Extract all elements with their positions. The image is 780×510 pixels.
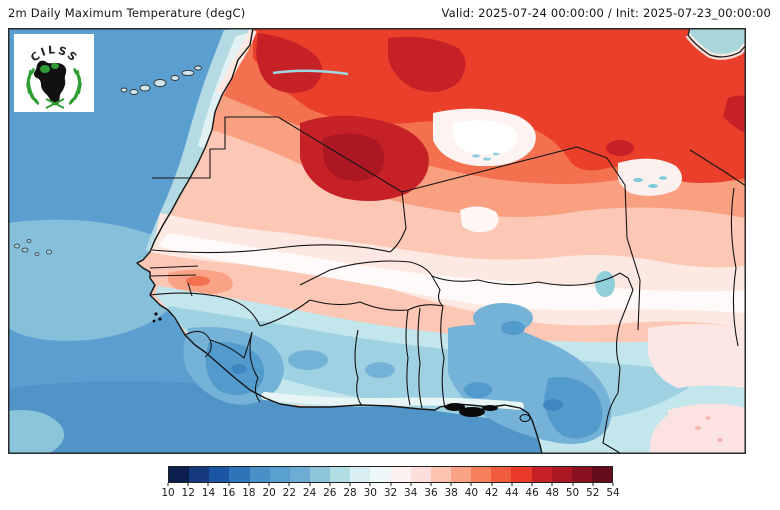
africa-silhouette	[33, 60, 67, 106]
colorbar-tick-label: 54	[606, 487, 620, 499]
validity-timestamp: Valid: 2025-07-24 00:00:00 / Init: 2025-…	[441, 6, 771, 20]
colorbar-tick-label: 22	[282, 487, 297, 499]
wreath	[26, 68, 82, 109]
bioko-island	[519, 414, 531, 422]
colorbar-tick-label: 20	[262, 487, 276, 499]
colorbar-tick-mark	[410, 483, 412, 486]
colorbar-segment	[330, 467, 351, 482]
colorbar-segment	[309, 467, 331, 482]
coastal-lagoons	[152, 312, 498, 417]
colorbar: 10 12 14 16 18 20 22 24 26 28 30 32 34 36 38 40 42 44 46 48…	[161, 466, 620, 510]
canary-islands	[120, 65, 202, 95]
colorbar-tick-mark	[349, 483, 351, 486]
colorbar-tick-mark	[288, 483, 290, 486]
colorbar-tick-mark	[167, 483, 169, 486]
colorbar-tick-label: 30	[363, 487, 377, 499]
colorbar-tick-mark	[572, 483, 574, 486]
colorbar-segment	[410, 467, 431, 482]
colorbar-segment	[551, 467, 572, 482]
colorbar-segment	[491, 467, 512, 482]
colorbar-tick-label: 38	[444, 487, 458, 499]
colorbar-segment	[370, 467, 391, 482]
colorbar-segment	[189, 467, 210, 482]
colorbar-tick-mark	[491, 483, 493, 486]
colorbar-segment	[169, 467, 190, 482]
colorbar-segment	[471, 467, 492, 482]
colorbar-segment	[249, 467, 270, 482]
colorbar-segment	[350, 467, 371, 482]
colorbar-tick-label: 16	[221, 487, 236, 499]
colorbar-segment	[511, 467, 532, 482]
colorbar-tick-mark	[207, 483, 209, 486]
colorbar-segments	[168, 466, 613, 483]
svg-text:CILSS: CILSS	[28, 43, 81, 65]
map-area: CILSS	[8, 28, 746, 454]
colorbar-segment	[591, 467, 613, 482]
colorbar-tick-mark	[309, 483, 311, 486]
colorbar-tick-label: 34	[404, 487, 418, 499]
colorbar-tick-mark	[531, 483, 533, 486]
colorbar-tick-label: 36	[424, 487, 438, 499]
map-title: 2m Daily Maximum Temperature (degC)	[8, 6, 246, 20]
colorbar-segment	[571, 467, 592, 482]
colorbar-tick-mark	[430, 483, 432, 486]
colorbar-segment	[289, 467, 310, 482]
map-border-frame	[8, 28, 746, 454]
colorbar-tick-mark	[551, 483, 553, 486]
colorbar-tick-label: 46	[525, 487, 539, 499]
colorbar-tick-label: 28	[343, 487, 357, 499]
cape-verde-islands	[14, 239, 52, 256]
colorbar-tick-mark	[248, 483, 250, 486]
mediterranean-inlet	[685, 28, 746, 60]
colorbar-tick-label: 40	[464, 487, 479, 499]
colorbar-tick-label: 24	[302, 487, 317, 499]
colorbar-tick-mark	[268, 483, 270, 486]
colorbar-tick-label: 26	[323, 487, 337, 499]
country-borders	[149, 116, 746, 454]
colorbar-tick-mark	[329, 483, 331, 486]
temperature-map: CILSS	[8, 28, 746, 454]
colorbar-tick-label: 12	[181, 487, 195, 499]
colorbar-tick-label: 42	[484, 487, 499, 499]
cilss-logo: CILSS	[14, 34, 94, 112]
colorbar-segment	[430, 467, 451, 482]
colorbar-segment	[450, 467, 472, 482]
colorbar-tick-mark	[187, 483, 189, 486]
colorbar-tick-mark	[450, 483, 452, 486]
colorbar-segment	[269, 467, 290, 482]
colorbar-tick-mark	[470, 483, 472, 486]
colorbar-tick-mark	[228, 483, 230, 486]
colorbar-tick-label: 10	[161, 487, 175, 499]
colorbar-tick-mark	[511, 483, 513, 486]
colorbar-tick-label: 52	[586, 487, 600, 499]
colorbar-tick-mark	[592, 483, 594, 486]
colorbar-segment	[531, 467, 552, 482]
colorbar-ticks: 10 12 14 16 18 20 22 24 26 28 30 32 34 36 38 40 42 44 46 48…	[161, 483, 620, 507]
logo-text: CILSS	[28, 43, 79, 65]
colorbar-segment	[229, 467, 250, 482]
colorbar-segment	[209, 467, 230, 482]
colorbar-tick-mark	[612, 483, 614, 486]
colorbar-tick-label: 14	[201, 487, 216, 499]
colorbar-tick-mark	[390, 483, 391, 486]
colorbar-segment	[390, 467, 411, 482]
coastline	[136, 28, 543, 454]
colorbar-tick-label: 32	[383, 487, 398, 499]
colorbar-tick-label: 44	[505, 487, 519, 499]
colorbar-tick-label: 48	[545, 487, 559, 499]
colorbar-tick-label: 18	[242, 487, 256, 499]
colorbar-tick-label: 50	[565, 487, 580, 499]
colorbar-tick-mark	[369, 483, 371, 486]
land-temperature-layer	[137, 28, 746, 454]
